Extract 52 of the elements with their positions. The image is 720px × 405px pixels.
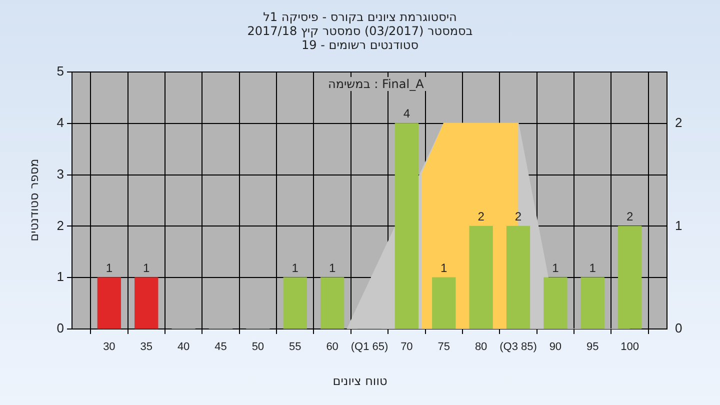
bar	[469, 226, 493, 329]
bar	[580, 277, 604, 329]
y2-tick-label: 1	[675, 218, 682, 233]
data-label: 1	[106, 260, 113, 275]
annotation: במשימה : Final_A	[326, 77, 426, 91]
bar	[618, 226, 642, 329]
bar	[97, 277, 122, 329]
y-tick-label: 3	[56, 166, 64, 182]
x-tick-label: 75	[438, 341, 450, 354]
x-tick-label: 30	[103, 341, 116, 354]
data-label: 1	[292, 260, 299, 275]
data-label: 4	[403, 106, 410, 121]
chart-subtitle: בסמסטר (03/2017) סמסטר קיץ 2017/18	[246, 24, 474, 38]
data-label: 1	[589, 260, 596, 275]
x-tick-label: 35	[140, 341, 152, 354]
x-tick-label: (Q3 85)	[500, 341, 537, 354]
bar	[283, 277, 307, 329]
x-tick-label: 100	[620, 341, 639, 354]
data-label: 1	[143, 260, 150, 275]
y2-tick-label: 0	[675, 320, 682, 336]
text: סטודנטים רשומים - 19	[300, 38, 420, 52]
bar	[432, 277, 456, 329]
bar	[320, 277, 344, 329]
x-tick-label: 40	[177, 341, 190, 354]
x-tick-label: 90	[549, 341, 562, 354]
y-tick-label: 4	[56, 114, 64, 130]
x-tick-label: 45	[214, 341, 227, 354]
data-label: 2	[514, 210, 522, 224]
x-tick-label: 50	[252, 341, 264, 354]
bar	[544, 277, 568, 329]
data-label: 2	[478, 210, 485, 224]
data-label: 1	[328, 260, 336, 275]
bar	[134, 277, 158, 329]
x-tick-label: (Q1 65)	[350, 341, 388, 354]
x-tick-label: 95	[586, 341, 599, 354]
y-tick-label: 0	[56, 320, 64, 336]
y-axis-title: מספר סטודנטים	[27, 158, 41, 242]
chart-title: היסטוגרמת ציונים בקורס - פיסיקה 1ל	[262, 10, 458, 24]
x-tick-label: 55	[289, 341, 302, 354]
x-tick-label: 70	[400, 341, 413, 354]
y2-tick-label: 2	[675, 114, 682, 130]
y-tick-label: 5	[56, 64, 64, 79]
bar	[506, 226, 530, 329]
data-label: 1	[440, 260, 448, 275]
x-tick-label: 80	[474, 341, 488, 354]
x-axis-title: טווח ציונים	[332, 374, 388, 388]
x-tick-label: 60	[326, 341, 338, 354]
data-label: 2	[626, 210, 634, 224]
data-label: 1	[552, 260, 560, 275]
y-tick-label: 2	[56, 218, 64, 233]
bar	[394, 123, 419, 329]
y-tick-label: 1	[56, 269, 64, 284]
